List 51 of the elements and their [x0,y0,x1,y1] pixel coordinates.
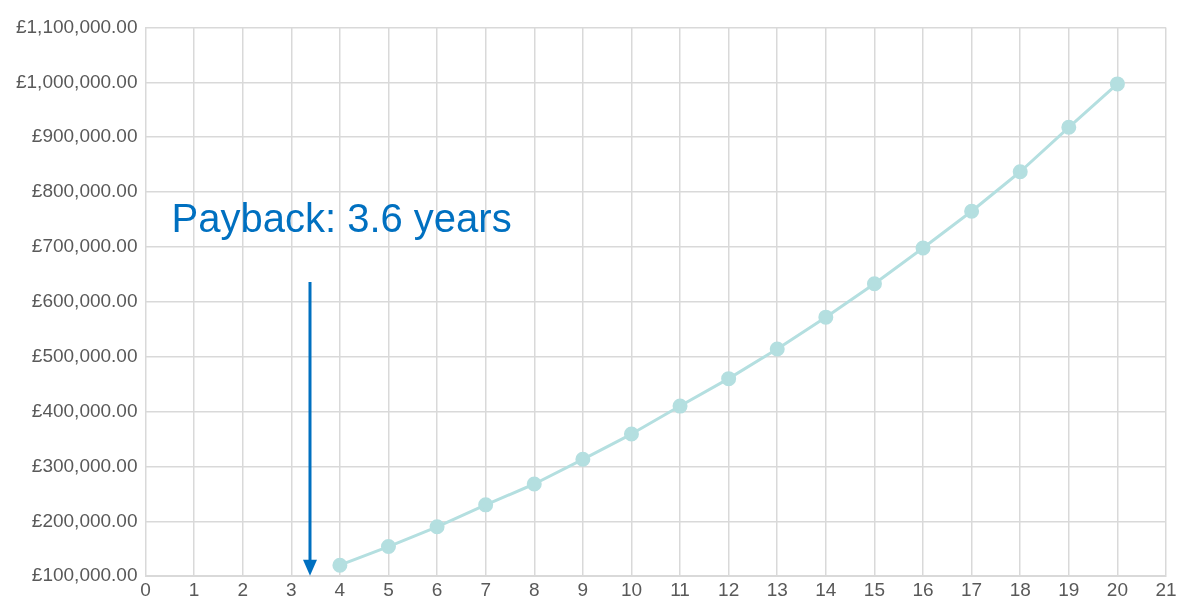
x-tick-label: 10 [620,578,643,600]
x-tick-label: 19 [1058,578,1080,600]
point [332,557,348,573]
x-tick-label: 1 [188,578,200,600]
x-tick-label: 21 [1155,578,1177,600]
x-tick-label: 7 [480,578,491,600]
point [866,276,882,292]
point [769,341,785,357]
x-tick-label: 6 [431,578,443,600]
x-tick-label: 18 [1009,578,1031,600]
y-tick-label: £700,000.00 [31,235,138,257]
point [964,203,980,219]
point [380,539,396,555]
x-tick-label: 4 [334,578,346,600]
y-tick-label: £500,000.00 [31,344,138,366]
x-tick-label: 15 [863,578,885,600]
x-tick-label: 2 [237,578,248,600]
point [1109,76,1125,92]
y-tick-label: £600,000.00 [31,290,138,312]
x-tick-label: 13 [766,578,788,600]
x-tick-label: 20 [1106,578,1128,600]
y-tick-label: £100,000.00 [31,564,138,586]
point [623,426,639,442]
point [721,371,737,387]
point [1012,164,1028,180]
point [526,476,542,492]
point [915,240,931,256]
x-tick-label: 16 [912,578,934,600]
x-tick-label: 11 [670,578,690,600]
point [575,451,591,467]
x-tick-label: 5 [383,578,394,600]
y-tick-label: £1,000,000.00 [15,70,138,92]
y-tick-label: £300,000.00 [31,454,138,476]
y-tick-label: £800,000.00 [31,180,138,202]
y-tick-label: £400,000.00 [31,399,138,421]
y-tick-label: £900,000.00 [31,125,138,147]
point [672,398,688,414]
x-tick-label: 0 [140,578,151,600]
y-tick-label: £200,000.00 [31,509,138,531]
point [429,519,445,535]
x-tick-label: 14 [815,578,837,600]
x-tick-label: 3 [286,578,297,600]
x-tick-label: 8 [528,578,540,600]
x-tick-label: 17 [961,578,983,600]
annotation: Payback: 3.6 years [171,196,512,241]
point [478,497,494,513]
point [818,309,834,325]
x-tick-label: 9 [577,578,589,600]
y-tick-label: £1,100,000.00 [15,15,138,37]
x-tick-label: 12 [718,578,740,600]
point [1061,119,1077,135]
